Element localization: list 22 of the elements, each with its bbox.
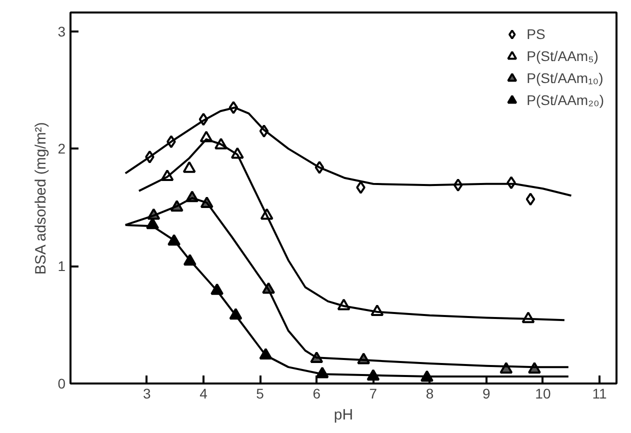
- y-tick-label: 1: [58, 258, 66, 274]
- x-tick-label: 7: [369, 386, 378, 402]
- legend-label: P(St/AAm₁₀): [526, 70, 604, 86]
- y-axis-title: BSA adsorbed (mg/m²): [32, 122, 50, 275]
- y-tick-label: 3: [58, 23, 66, 40]
- legend-label: P(St/AAm₂₀): [526, 92, 604, 108]
- x-tick-label: 5: [256, 386, 264, 402]
- x-tick-label: 6: [312, 386, 321, 402]
- x-tick-label: 9: [482, 386, 490, 402]
- legend-label: P(St/AAm₅): [526, 48, 598, 64]
- point: [356, 180, 366, 194]
- y-tick-label: 0: [58, 376, 66, 392]
- x-axis-title: pH: [334, 406, 354, 424]
- x-tick-label: 3: [142, 386, 151, 402]
- x-tick-label: 10: [535, 386, 551, 402]
- y-tick-label: 2: [58, 140, 66, 157]
- x-tick-label: 4: [200, 386, 208, 402]
- point: [526, 192, 536, 206]
- x-tick-label: 11: [592, 386, 608, 402]
- point: [182, 161, 196, 173]
- x-tick-label: 8: [426, 386, 434, 402]
- legend-label: PS: [526, 26, 546, 42]
